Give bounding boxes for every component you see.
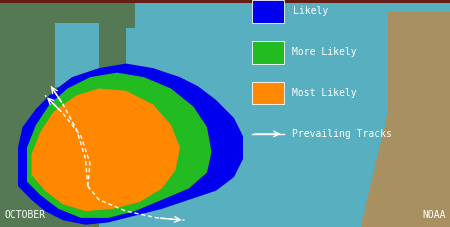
Text: OCTOBER: OCTOBER — [4, 210, 45, 220]
Bar — [252, 0, 284, 23]
Text: NOAA: NOAA — [422, 210, 446, 220]
Bar — [252, 82, 284, 104]
Polygon shape — [18, 64, 243, 225]
Text: Prevailing Tracks: Prevailing Tracks — [292, 129, 392, 139]
Polygon shape — [27, 73, 212, 218]
Text: More Likely: More Likely — [292, 47, 357, 57]
Polygon shape — [32, 89, 180, 211]
Bar — [252, 41, 284, 64]
Text: Most Likely: Most Likely — [292, 88, 357, 98]
Text: Likely: Likely — [292, 6, 328, 16]
